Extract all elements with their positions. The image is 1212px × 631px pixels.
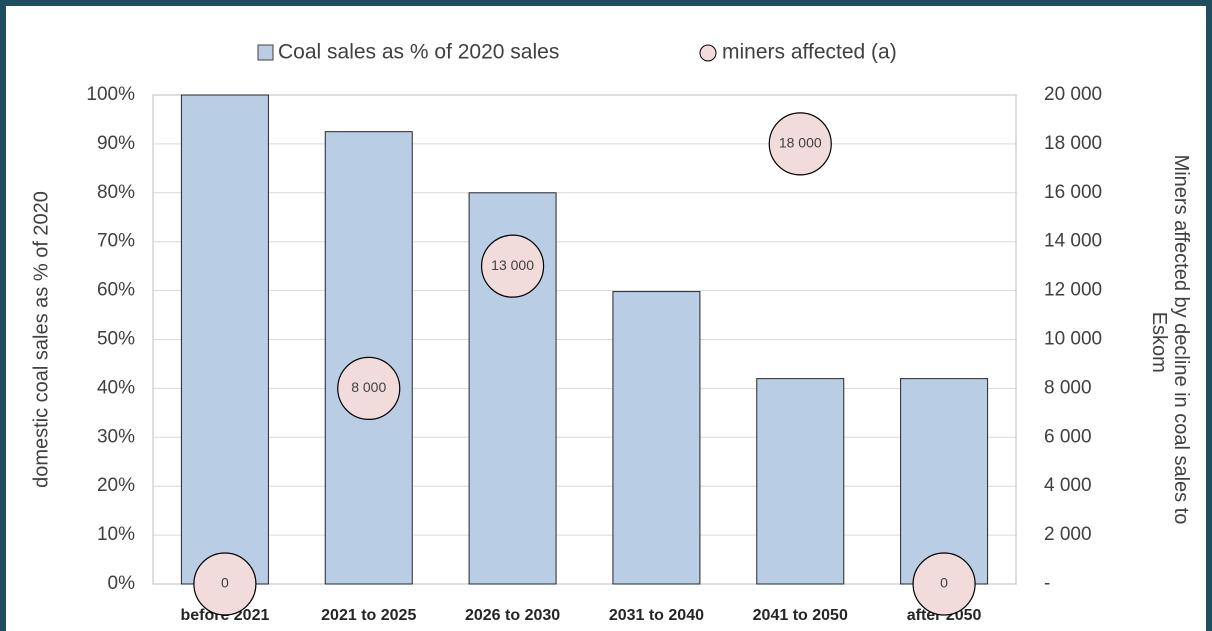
y-tick-label: 50%: [97, 329, 135, 350]
y-axis-title: domestic coal sales as % of 2020: [30, 191, 52, 488]
y-tick-label: 80%: [97, 182, 135, 203]
bubble: [480, 234, 545, 298]
bar: [756, 378, 845, 585]
y-tick-label: 40%: [97, 377, 135, 398]
y2-tick-label: -: [1044, 573, 1050, 594]
y-tick-label: 20%: [97, 475, 135, 496]
legend-label: Coal sales as % of 2020 sales: [278, 41, 559, 64]
x-tick-label: 2026 to 2030: [465, 607, 560, 624]
legend-swatch: [699, 44, 717, 62]
y2-tick-label: 2 000: [1044, 524, 1092, 545]
y2-tick-label: 14 000: [1044, 231, 1102, 252]
y-tick-label: 60%: [97, 280, 135, 301]
y2-tick-label: 16 000: [1044, 182, 1102, 203]
bar: [612, 291, 701, 585]
data-label: 18 000: [779, 135, 822, 151]
y2-axis-title: Miners affected by decline in coal sales…: [1148, 155, 1192, 525]
legend-swatch: [257, 44, 274, 61]
bubble: [768, 112, 832, 176]
x-tick-label: 2031 to 2040: [609, 607, 704, 624]
y2-tick-label: 20 000: [1044, 84, 1102, 105]
y2-tick-label: 8 000: [1044, 377, 1092, 398]
bubble: [912, 552, 976, 616]
y-tick-label: 10%: [97, 524, 135, 545]
y2-axis-title-line: Miners affected by decline in coal sales…: [1170, 155, 1192, 525]
bubble: [337, 356, 401, 420]
y2-tick-label: 10 000: [1044, 329, 1102, 350]
data-label: 8 000: [351, 379, 386, 395]
y-tick-label: 90%: [97, 133, 135, 154]
y2-tick-label: 18 000: [1044, 133, 1102, 154]
x-tick-label: before 2021: [180, 607, 269, 624]
x-tick-label: 2041 to 2050: [753, 607, 848, 624]
plot-border: [152, 94, 1017, 585]
y2-tick-label: 12 000: [1044, 280, 1102, 301]
x-tick-label: 2021 to 2025: [321, 607, 416, 624]
y2-axis-title-line: Eskom: [1148, 306, 1170, 373]
bar: [180, 94, 269, 585]
y-tick-label: 70%: [97, 231, 135, 252]
bubble: [193, 552, 257, 616]
data-label: 13 000: [491, 257, 534, 273]
legend-label: miners affected (a): [722, 41, 897, 64]
data-label: 0: [221, 575, 229, 591]
y2-tick-label: 4 000: [1044, 475, 1092, 496]
y-tick-label: 100%: [86, 84, 135, 105]
y-tick-label: 0%: [108, 573, 136, 594]
y2-tick-label: 6 000: [1044, 426, 1092, 447]
y-tick-label: 30%: [97, 426, 135, 447]
data-label: 0: [940, 575, 948, 591]
x-tick-label: after 2050: [907, 607, 982, 624]
